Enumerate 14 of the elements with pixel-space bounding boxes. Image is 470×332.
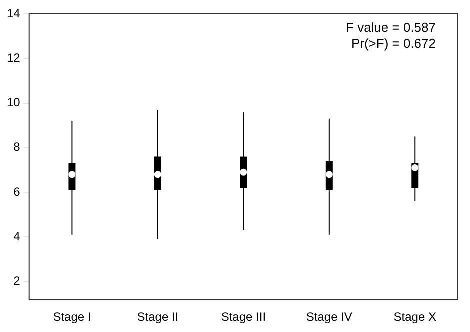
x-tick-label: Stage II xyxy=(137,310,179,324)
x-tick-label: Stage X xyxy=(394,310,436,324)
y-tick-label: 2 xyxy=(14,274,21,288)
annotation: F value = 0.587 xyxy=(346,20,436,36)
x-tick-label: Stage IV xyxy=(306,310,352,324)
y-tick-label: 4 xyxy=(14,229,21,244)
y-tick-label: 6 xyxy=(14,184,21,199)
y-tick-label: 10 xyxy=(6,96,21,110)
annotation: Pr(>F) = 0.672 xyxy=(351,36,436,52)
x-tick-label: Stage III xyxy=(221,310,266,324)
y-tick-label: 8 xyxy=(14,140,21,154)
y-tick-label: 12 xyxy=(6,50,21,65)
y-tick-label: 14 xyxy=(6,6,21,20)
x-tick-label: Stage I xyxy=(53,310,92,324)
